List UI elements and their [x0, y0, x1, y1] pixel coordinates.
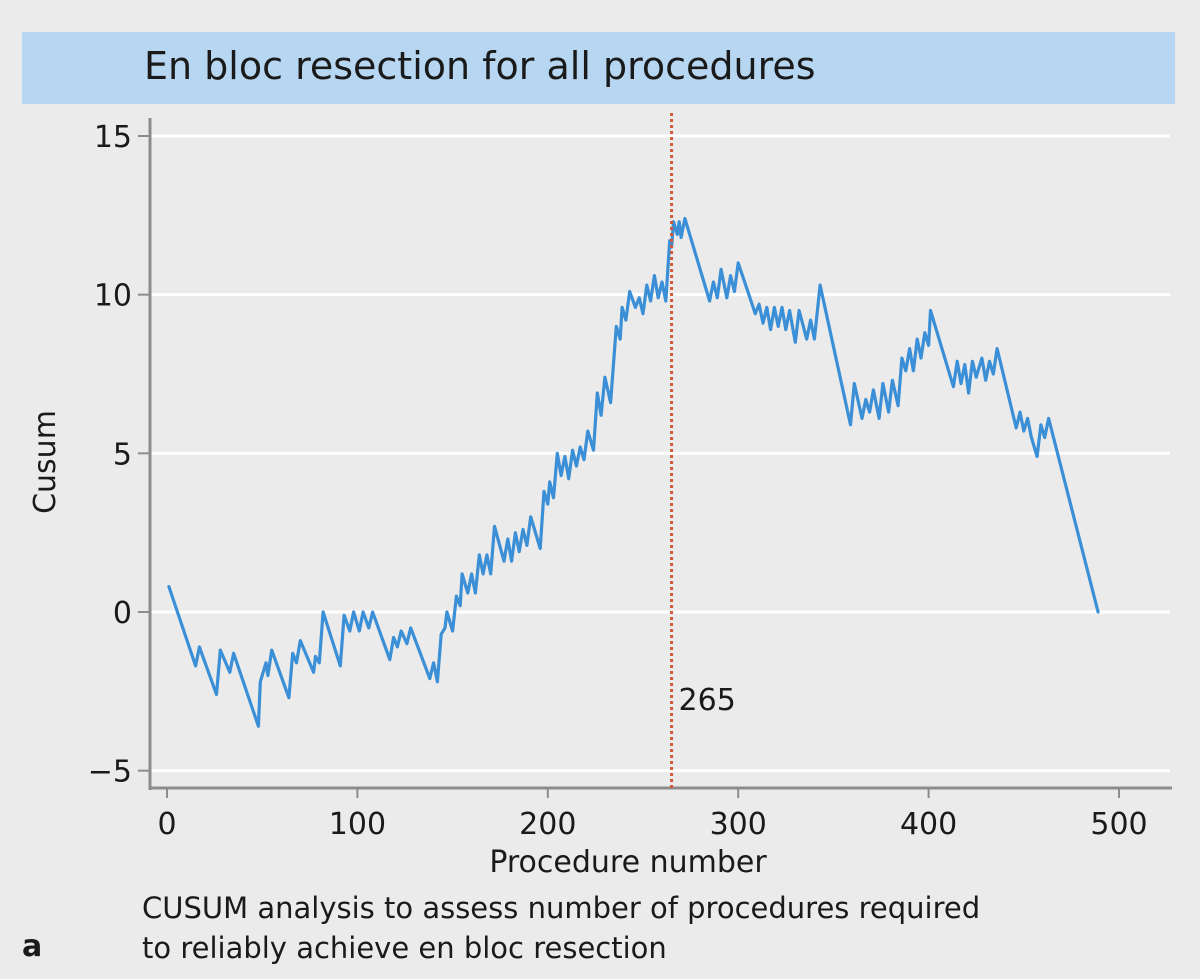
tick-labels: −5 0 5 10 15 0 100 200 300 400 500 — [88, 120, 1148, 842]
y-tick-label: 5 — [113, 437, 132, 472]
y-tick-label: 15 — [94, 120, 132, 155]
x-tick-label: 400 — [900, 807, 957, 842]
chart-title-bar: En bloc resection for all procedures — [22, 32, 1175, 104]
gridlines — [150, 134, 1170, 773]
x-tick-label: 100 — [329, 807, 386, 842]
y-tick-label: −5 — [88, 755, 132, 790]
annotations: 265 — [670, 113, 736, 788]
series-layer — [167, 216, 1100, 728]
y-axis-label: Cusum — [28, 410, 63, 514]
panel-label: a — [22, 929, 43, 964]
y-tick-label: 10 — [94, 279, 132, 314]
x-tick-label: 200 — [519, 807, 576, 842]
y-tick-label: 0 — [113, 596, 132, 631]
x-axis-label: Procedure number — [489, 845, 767, 880]
x-tick-label: 500 — [1090, 807, 1147, 842]
axes — [138, 118, 1172, 798]
threshold-label: 265 — [679, 683, 736, 718]
caption-line-2: to reliably achieve en bloc resection — [142, 931, 667, 965]
caption-line-1: CUSUM analysis to assess number of proce… — [142, 891, 981, 925]
figure-caption: CUSUM analysis to assess number of proce… — [142, 888, 1142, 968]
x-tick-label: 300 — [710, 807, 767, 842]
cusum-series-line — [167, 216, 1100, 728]
chart-title: En bloc resection for all procedures — [144, 44, 816, 88]
x-tick-label: 0 — [157, 807, 176, 842]
